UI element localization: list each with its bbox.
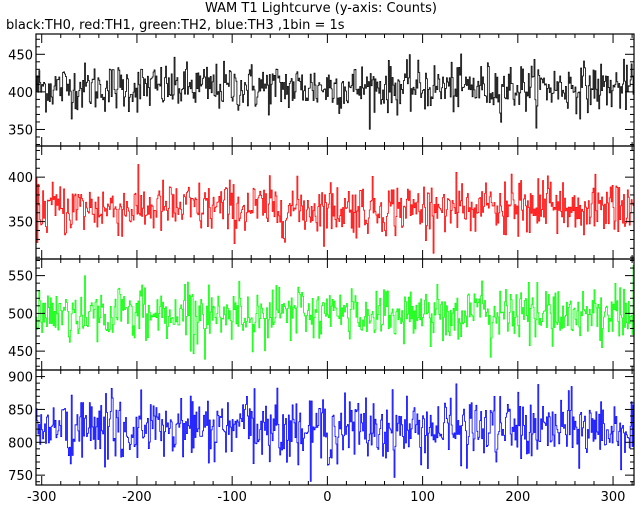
- x-tick-label: 200: [505, 490, 530, 505]
- y-tick-label: 400: [8, 171, 33, 186]
- panel-th0: 350 400 450: [8, 33, 635, 147]
- chart-title: WAM T1 Lightcurve (y-axis: Counts): [205, 1, 437, 16]
- panel-frame: [35, 33, 635, 147]
- series-line-th3: [36, 383, 634, 482]
- chart-subtitle: black:TH0, red:TH1, green:TH2, blue:TH3 …: [6, 18, 345, 33]
- series-line-th2: [36, 265, 634, 360]
- y-tick-label: 850: [8, 403, 33, 418]
- x-tick-label: 100: [410, 490, 435, 505]
- y-tick-label: 750: [8, 469, 33, 484]
- y-tick-label: 450: [8, 345, 33, 360]
- panels-layer: 350 400 450 350 400 450 500 550 750 800 850 900: [8, 33, 635, 486]
- y-tick-label: 350: [8, 123, 33, 138]
- y-tick-label: 450: [8, 48, 33, 63]
- panel-frame: [35, 258, 635, 371]
- y-tick-label: 350: [8, 216, 33, 231]
- x-tick-label: 0: [323, 490, 331, 505]
- panel-th2: 450 500 550: [8, 258, 635, 371]
- panel-th3: 750 800 850 900: [8, 369, 635, 486]
- y-tick-label: 400: [8, 86, 33, 101]
- series-line-th0: [36, 53, 634, 130]
- x-tick-label: -200: [122, 490, 152, 505]
- y-tick-label: 550: [8, 270, 33, 285]
- x-axis: -300 -200 -100 0 100 200 300: [27, 490, 626, 505]
- panel-frame: [35, 369, 635, 486]
- y-tick-label: 900: [8, 371, 33, 386]
- series-line-th1: [36, 164, 634, 254]
- y-tick-label: 500: [8, 307, 33, 322]
- y-tick-label: 800: [8, 436, 33, 451]
- x-tick-label: -100: [217, 490, 247, 505]
- panel-th1: 350 400: [8, 145, 635, 260]
- x-tick-label: -300: [27, 490, 57, 505]
- x-tick-label: 300: [601, 490, 626, 505]
